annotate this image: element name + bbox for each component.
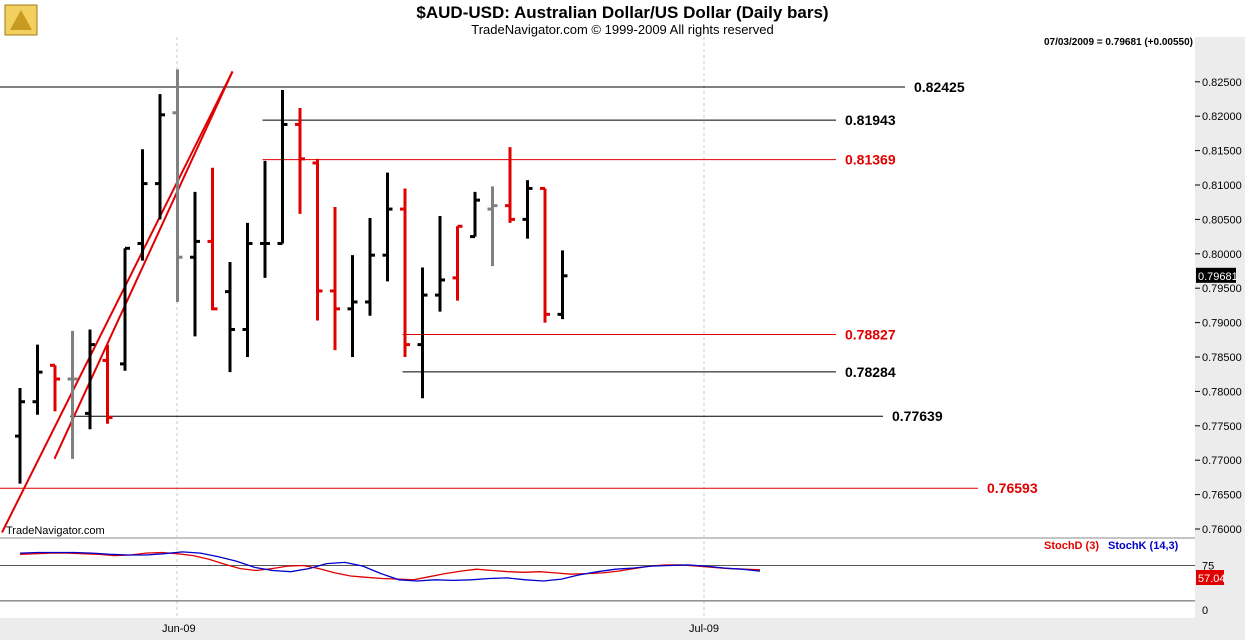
ohlc-bar — [190, 191, 200, 337]
price-tick-label: 0.78500 — [1202, 352, 1242, 364]
chart-title: $AUD-USD: Australian Dollar/US Dollar (D… — [416, 3, 829, 22]
ohlc-bar — [435, 215, 445, 312]
ohlc-bar — [295, 107, 305, 214]
price-readout: 07/03/2009 = 0.79681 (+0.00550) — [1043, 37, 1193, 48]
ohlc-bars — [15, 69, 568, 484]
watermark: TradeNavigator.com — [6, 525, 105, 537]
price-tick-label: 0.77000 — [1202, 455, 1242, 467]
ohlc-bar — [557, 250, 568, 320]
last-price-label: 0.79681 — [1198, 271, 1238, 283]
date-axis-panel — [0, 618, 1245, 640]
price-tick-label: 0.81500 — [1202, 146, 1242, 158]
price-tick-label: 0.82000 — [1202, 111, 1242, 123]
ohlc-bar — [137, 149, 148, 261]
chart-subtitle: TradeNavigator.com © 1999-2009 All right… — [471, 22, 774, 37]
ohlc-bar — [50, 363, 60, 412]
price-tick-label: 0.80500 — [1202, 214, 1242, 226]
trade-navigator-logo-icon — [4, 4, 38, 36]
level-label: 0.77639 — [892, 408, 943, 424]
ohlc-bar — [155, 94, 165, 220]
stochastic-panel: 75 0 StochD (3) StochK (14,3) 57.04 — [0, 540, 1226, 617]
stoch-legend-entry: StochD (3) — [1044, 540, 1099, 552]
price-tick-label: 0.76500 — [1202, 490, 1242, 502]
price-tick-label: 0.80000 — [1202, 249, 1242, 261]
level-label: 0.76593 — [987, 480, 1038, 496]
ohlc-bar — [277, 90, 288, 245]
level-label: 0.78827 — [845, 327, 896, 343]
stoch-last-value-box — [1196, 570, 1224, 585]
stoch-series-line — [19, 551, 761, 582]
last-price-box — [1196, 267, 1236, 283]
price-tick-label: 0.78000 — [1202, 386, 1242, 398]
date-tick-label: Jul-09 — [689, 623, 719, 635]
ohlc-bar — [312, 158, 323, 321]
level-label: 0.81943 — [845, 112, 896, 128]
ohlc-bar — [207, 167, 218, 311]
stoch-last-value-label: 57.04 — [1198, 573, 1226, 585]
stoch-tick-label: 0 — [1202, 605, 1208, 617]
ohlc-bar — [417, 267, 428, 399]
ohlc-bar — [102, 344, 113, 424]
level-label: 0.78284 — [845, 364, 896, 380]
ohlc-bar — [452, 224, 463, 301]
ohlc-bar — [400, 188, 410, 357]
date-tick-label: Jun-09 — [162, 623, 196, 635]
stoch-tick-label: 75 — [1202, 561, 1214, 573]
ohlc-bar — [15, 387, 25, 484]
price-tick-label: 0.77500 — [1202, 421, 1242, 433]
ohlc-bar — [172, 69, 183, 302]
ohlc-bar — [347, 255, 358, 357]
ohlc-bar — [365, 218, 375, 316]
price-tick-label: 0.76000 — [1202, 524, 1242, 536]
ohlc-bar — [85, 329, 95, 430]
trendlines — [1, 71, 234, 533]
level-label: 0.81369 — [845, 152, 896, 168]
stoch-legend-entry: StochK (14,3) — [1108, 540, 1179, 552]
price-axis: 0.82500 0.82000 0.81500 0.81000 0.80500 0.800… — [1195, 77, 1242, 536]
date-axis: Jun-09 Jul-09 — [162, 623, 719, 635]
trendline — [53, 71, 234, 460]
ohlc-bar — [32, 344, 43, 415]
price-tick-label: 0.82500 — [1202, 77, 1242, 89]
ohlc-bar — [487, 186, 498, 267]
ohlc-bar — [330, 207, 340, 351]
ohlc-bar — [540, 186, 550, 323]
ohlc-bar — [225, 262, 235, 373]
ohlc-bar — [242, 222, 253, 357]
price-tick-label: 0.79000 — [1202, 318, 1242, 330]
ohlc-bar — [522, 180, 533, 239]
price-tick-label: 0.81000 — [1202, 180, 1242, 192]
ohlc-bar — [260, 160, 270, 278]
ohlc-bar — [470, 191, 480, 239]
price-tick-label: 0.79500 — [1202, 283, 1242, 295]
trendline — [1, 71, 234, 533]
chart-grid — [176, 37, 705, 618]
ohlc-bar — [67, 330, 78, 459]
price-axis-panel — [1195, 37, 1245, 640]
level-label: 0.82425 — [914, 79, 965, 95]
horizontal-levels: 0.82425 0.81943 0.81369 0.78827 0.78284 0.776… — [0, 79, 1038, 496]
ohlc-bar — [382, 172, 393, 282]
ohlc-bar — [505, 147, 515, 223]
ohlc-bar — [120, 246, 130, 371]
